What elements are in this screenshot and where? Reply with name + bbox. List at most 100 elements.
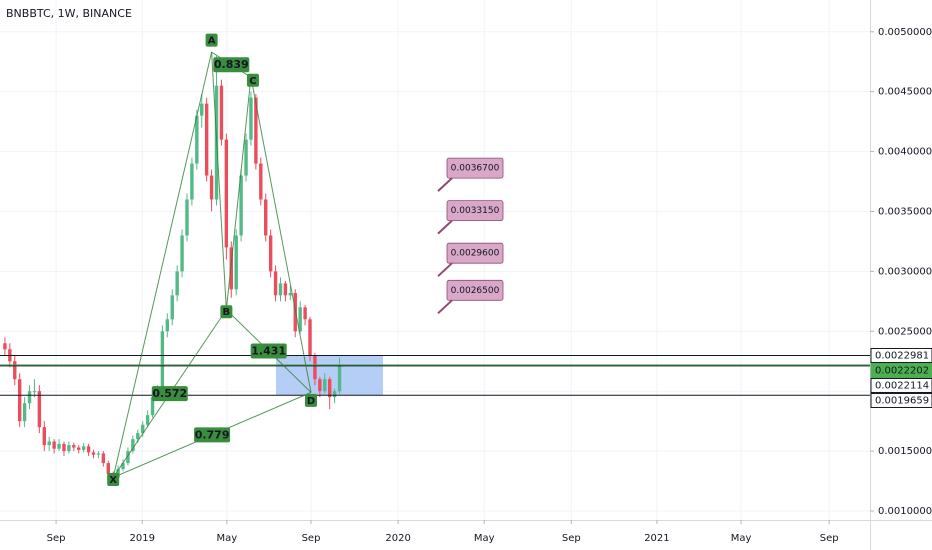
candle-body — [150, 397, 155, 416]
candle-body — [209, 175, 214, 200]
candle-body — [273, 271, 278, 296]
candle-body — [57, 443, 61, 449]
candle-body — [131, 439, 135, 452]
callout-pointer — [437, 299, 453, 315]
candle-body — [303, 307, 307, 320]
candle-body — [175, 271, 179, 296]
plot-area: X A B C D 0.572 0.839 1.431 0.779 0.0036700 0.0033… — [0, 33, 870, 486]
x-tick-label: Sep — [562, 533, 581, 544]
ratio-box — [213, 57, 250, 73]
pattern-point-box — [220, 305, 233, 319]
candle-body — [264, 199, 268, 236]
candle-body — [318, 379, 322, 392]
pattern-point-box — [304, 393, 317, 407]
x-tick-label: May — [731, 533, 752, 544]
candle-body — [160, 331, 165, 392]
candle-body — [278, 283, 283, 296]
pattern-line — [225, 77, 252, 310]
candle-body — [170, 295, 174, 320]
callout-box — [446, 157, 504, 179]
candle-body — [91, 452, 96, 455]
candle-body — [332, 391, 337, 398]
price-level-tag — [870, 362, 932, 378]
callout-box — [446, 242, 504, 264]
ratio-box — [194, 427, 231, 443]
ratio-label: 0.779 — [195, 428, 230, 441]
candle-body — [288, 292, 293, 296]
y-tick-label: 0.0040000 — [878, 147, 932, 158]
candle-body — [180, 235, 184, 272]
candle-body — [17, 379, 22, 422]
callout-box — [446, 200, 504, 222]
pattern-point-label: X — [109, 475, 117, 486]
candle-body — [126, 451, 130, 464]
price-level-label: 0.0022114 — [875, 380, 929, 391]
price-level-label: 0.0022981 — [875, 350, 929, 361]
candle-body — [47, 441, 51, 446]
candle-body — [52, 441, 56, 449]
candle-body — [3, 343, 7, 350]
candle-body — [268, 235, 273, 272]
candle-body — [106, 463, 110, 474]
ratio-label: 0.572 — [152, 387, 187, 400]
pattern-point-label: D — [307, 396, 315, 407]
candle-body — [42, 427, 46, 446]
x-tick-label: Sep — [302, 533, 321, 544]
candle-body — [323, 379, 327, 392]
price-level-label: 0.0019659 — [875, 395, 929, 406]
candle-body — [101, 453, 106, 464]
candle-body — [234, 235, 238, 290]
x-tick-label: May — [474, 533, 495, 544]
pattern-point-label: B — [223, 307, 231, 318]
candle-body — [337, 364, 342, 392]
candle-body — [254, 97, 258, 164]
candle-body — [96, 453, 101, 455]
callout-pointer — [437, 219, 453, 235]
callout-box — [446, 279, 504, 301]
y-tick-label: 0.0050000 — [878, 27, 932, 38]
callout-label: 0.0029600 — [451, 249, 500, 259]
candle-body — [22, 403, 27, 422]
candle-body — [81, 446, 86, 450]
y-tick-label: 0.0015000 — [878, 446, 932, 457]
candle-body — [77, 447, 81, 450]
callout-label: 0.0036700 — [451, 164, 500, 174]
candle-body — [32, 391, 37, 393]
axes: 0.00100000.00150000.00200000.00250000.00… — [47, 27, 932, 544]
y-tick-label: 0.0030000 — [878, 266, 932, 277]
x-tick-label: Sep — [820, 533, 839, 544]
pattern-point-label: A — [208, 36, 216, 47]
candle-body — [249, 97, 253, 140]
candle-body — [308, 319, 312, 356]
chart-title: BNBBTC, 1W, BINANCE — [6, 7, 132, 20]
y-tick-label: 0.0035000 — [878, 206, 932, 217]
candle-body — [185, 199, 189, 236]
price-level-tag — [870, 392, 932, 408]
candle-body — [313, 355, 317, 380]
candle-body — [283, 283, 288, 296]
candle-body — [121, 463, 125, 470]
y-tick-label: 0.0010000 — [878, 506, 932, 517]
candle-body — [37, 391, 42, 428]
grid — [0, 0, 870, 520]
x-tick-label: 2020 — [385, 533, 410, 544]
pattern-point-box — [107, 472, 120, 486]
candle-body — [165, 319, 170, 332]
x-tick-label: 2021 — [644, 533, 669, 544]
candle-body — [259, 163, 263, 200]
ratio-label: 1.431 — [251, 345, 286, 358]
candle-body — [190, 163, 194, 200]
pattern-line — [211, 52, 227, 310]
ratio-box — [250, 343, 287, 359]
candle-body — [67, 445, 71, 452]
price-level-label: 0.0022202 — [875, 365, 929, 376]
pattern-point-box — [205, 33, 218, 47]
pattern-line — [250, 77, 312, 393]
x-tick-label: Sep — [47, 533, 66, 544]
pattern-point-label: C — [249, 76, 256, 87]
candle-body — [145, 415, 150, 425]
candle-body — [239, 175, 243, 236]
pattern-point-box — [246, 73, 259, 87]
